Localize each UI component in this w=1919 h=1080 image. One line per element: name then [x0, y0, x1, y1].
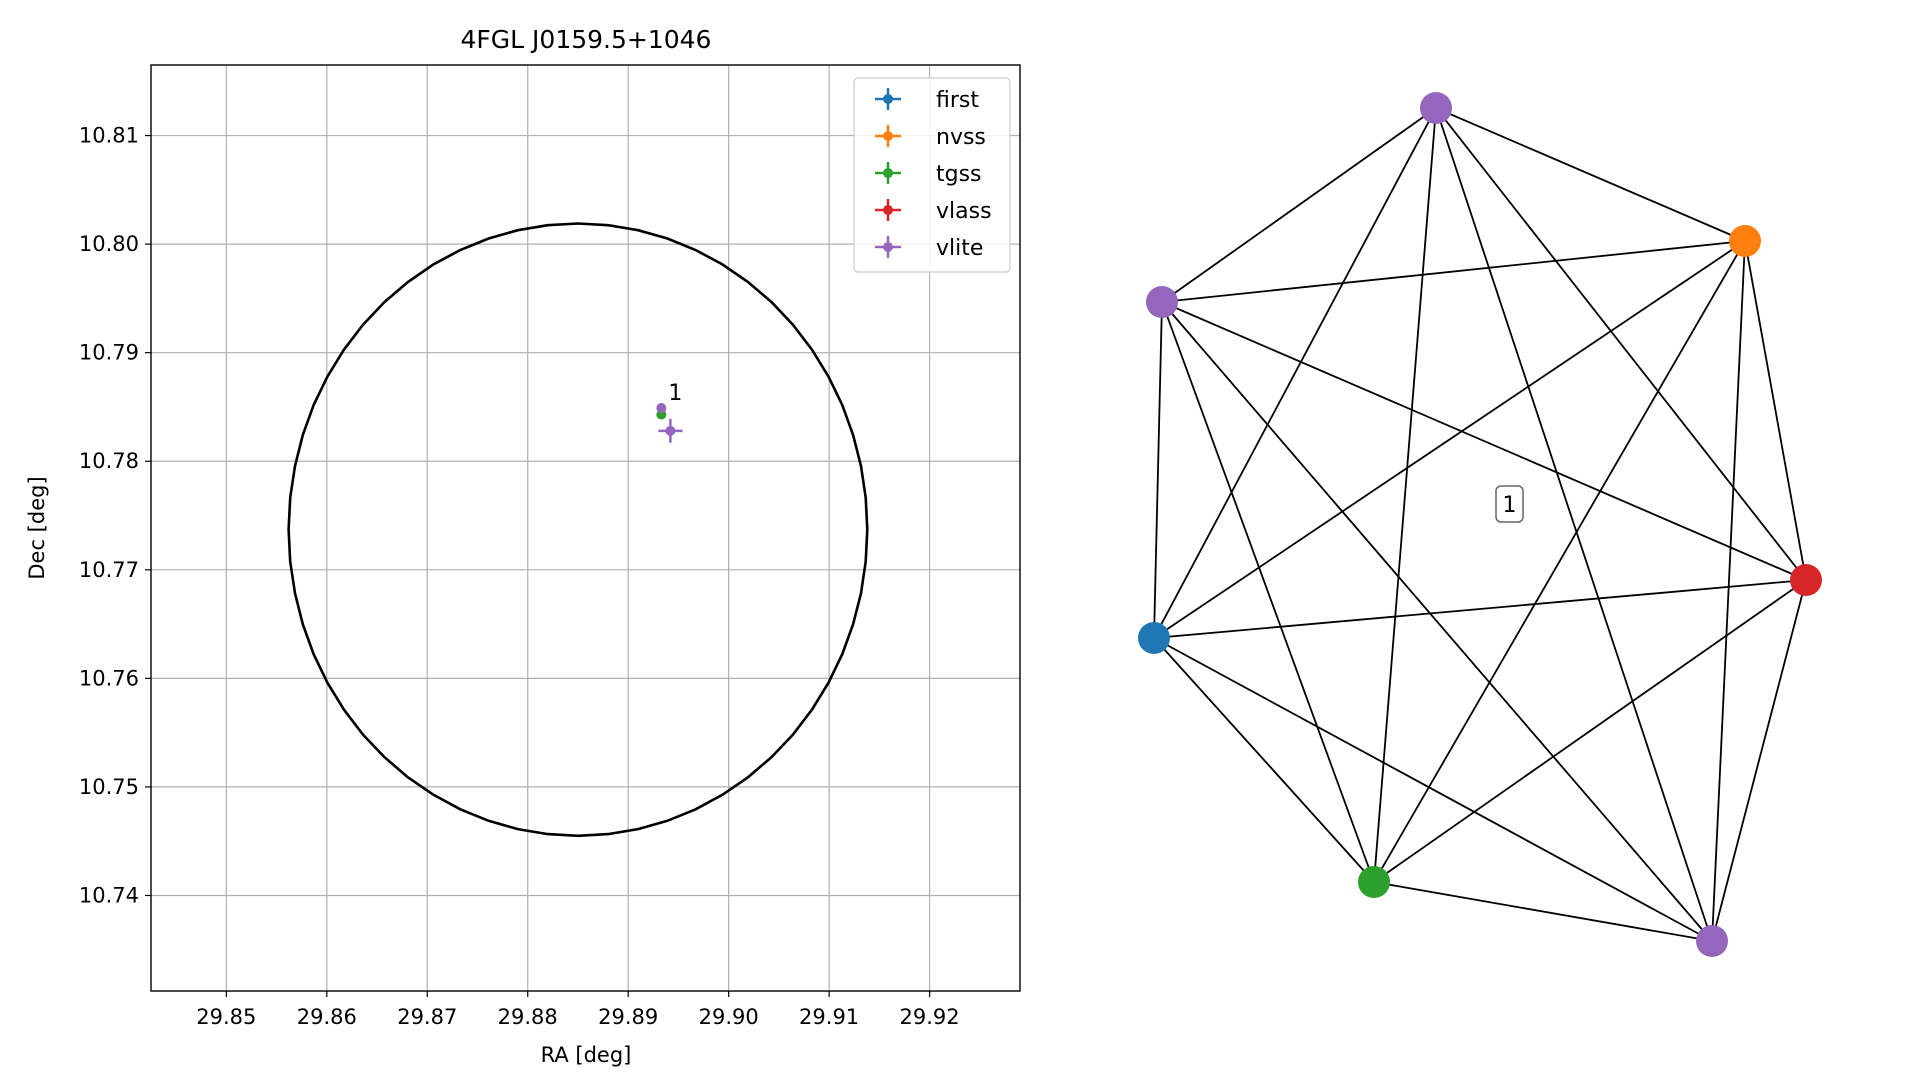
- localization-ellipse: [287, 222, 869, 838]
- source-points: 1: [656, 381, 683, 443]
- graph-edge: [1744, 240, 1807, 581]
- x-tick-label: 29.90: [699, 1005, 759, 1029]
- legend-label: tgss: [936, 162, 982, 187]
- graph-node: [1729, 225, 1761, 257]
- legend-label: first: [936, 88, 979, 113]
- legend-label: vlite: [936, 236, 983, 261]
- x-axis-label: RA [deg]: [541, 1043, 632, 1067]
- x-tick-label: 29.87: [397, 1005, 457, 1029]
- graph-edges: [1153, 107, 1807, 942]
- legend-item-nvss: nvss: [875, 125, 986, 150]
- graph-edge: [1153, 579, 1807, 639]
- x-tick-label: 29.91: [799, 1005, 859, 1029]
- ellipse-outline: [287, 222, 869, 838]
- x-tick-label: 29.89: [598, 1005, 658, 1029]
- legend-label: nvss: [936, 125, 986, 150]
- graph-node: [1790, 564, 1822, 596]
- y-tick-label: 10.76: [79, 666, 139, 690]
- graph-node: [1420, 92, 1452, 124]
- legend-item-tgss: tgss: [875, 162, 982, 187]
- cluster-label-text: 1: [1503, 493, 1517, 518]
- vlite-point: [658, 418, 683, 443]
- graph-edge: [1153, 637, 1375, 883]
- point-annotation: 1: [668, 381, 682, 406]
- y-tick-label: 10.81: [79, 124, 139, 148]
- y-axis-label: Dec [deg]: [25, 476, 49, 579]
- y-axis: 10.74 10.75 10.76 10.77 10.78 10.79 10.80 10.81: [79, 124, 151, 907]
- graph-node: [1138, 622, 1170, 654]
- chart-title: 4FGL J0159.5+1046: [461, 25, 712, 54]
- grid: [151, 65, 1020, 991]
- legend: first nvss tgss vlass vlite: [853, 77, 1011, 273]
- graph-edge: [1153, 240, 1746, 639]
- graph-edge: [1373, 240, 1746, 883]
- plot-frame: [150, 64, 1021, 992]
- cluster-label: 1: [1495, 485, 1524, 523]
- graph-node: [1146, 286, 1178, 318]
- graph-edge: [1711, 240, 1746, 942]
- graph-edge: [1153, 107, 1437, 639]
- graph-edge: [1161, 240, 1746, 303]
- x-tick-label: 29.85: [196, 1005, 256, 1029]
- graph-edge: [1435, 107, 1713, 942]
- graph-edge: [1161, 301, 1807, 581]
- y-tick-label: 10.77: [79, 558, 139, 582]
- y-tick-label: 10.79: [79, 341, 139, 365]
- legend-label: vlass: [936, 199, 992, 224]
- y-tick-label: 10.74: [79, 883, 139, 907]
- graph-edge: [1435, 107, 1807, 581]
- x-axis: 29.85 29.86 29.87 29.88 29.89 29.90 29.91 29.92: [196, 991, 960, 1029]
- graph-edge: [1435, 107, 1746, 242]
- y-tick-label: 10.80: [79, 232, 139, 256]
- graph-edge: [1373, 579, 1807, 883]
- graph-edge: [1161, 301, 1375, 883]
- vlite-point: [656, 403, 667, 414]
- graph-edge: [1161, 107, 1437, 303]
- x-tick-label: 29.88: [498, 1005, 558, 1029]
- y-tick-label: 10.75: [79, 775, 139, 799]
- x-tick-label: 29.92: [900, 1005, 960, 1029]
- y-tick-label: 10.78: [79, 449, 139, 473]
- graph-node: [1358, 866, 1390, 898]
- legend-item-first: first: [875, 88, 979, 113]
- graph-edge: [1153, 637, 1713, 942]
- graph-nodes: [1138, 92, 1822, 957]
- legend-item-vlite: vlite: [875, 236, 983, 261]
- graph-edge: [1153, 301, 1163, 639]
- graph-node: [1696, 925, 1728, 957]
- legend-item-vlass: vlass: [875, 199, 992, 224]
- network-graph: 1: [1138, 92, 1822, 957]
- legend-box: [853, 77, 1011, 273]
- graph-edge: [1373, 107, 1437, 883]
- sky-plot: 4FGL J0159.5+1046 1 29.85 29.86 29.87 29.88…: [25, 25, 1021, 1067]
- graph-edge: [1373, 881, 1713, 942]
- graph-edge: [1711, 579, 1807, 942]
- graph-edge: [1161, 301, 1713, 942]
- x-tick-label: 29.86: [297, 1005, 357, 1029]
